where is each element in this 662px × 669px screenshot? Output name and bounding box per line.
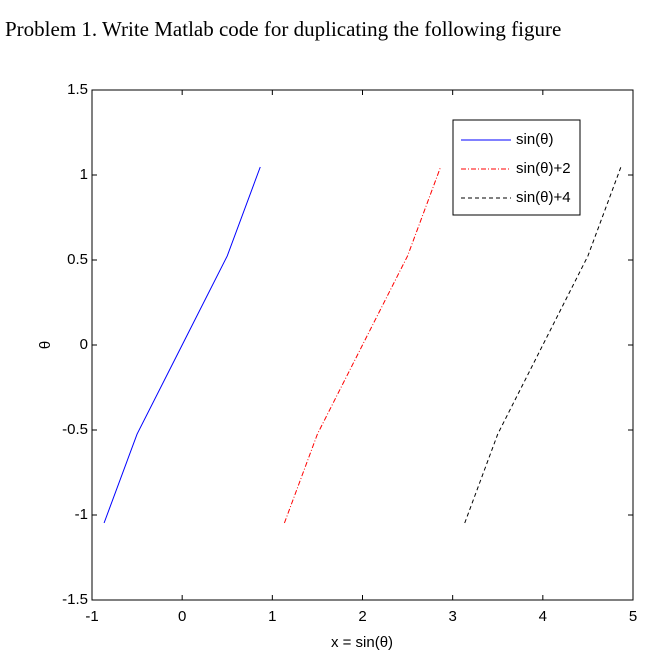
y-tick-label: 0 xyxy=(80,336,88,353)
y-tick-label: 0.5 xyxy=(67,251,88,268)
y-tick-label: -1.5 xyxy=(62,591,88,608)
legend-label: sin(θ)+2 xyxy=(516,160,571,177)
x-tick-label: 3 xyxy=(448,608,456,625)
series-line xyxy=(464,166,622,524)
y-axis-label: θ xyxy=(37,341,54,349)
y-tick-label: -0.5 xyxy=(62,421,88,438)
y-tick-label: 1.5 xyxy=(67,81,88,98)
document-title: Problem 1. Write Matlab code for duplica… xyxy=(5,17,561,41)
x-tick-label: 1 xyxy=(268,608,276,625)
series-line xyxy=(283,166,442,524)
x-tick-label: 2 xyxy=(358,608,366,625)
legend-label: sin(θ) xyxy=(516,131,554,148)
x-tick-label: -1 xyxy=(85,608,98,625)
x-tick-label: 4 xyxy=(539,608,547,625)
y-tick-label: 1 xyxy=(80,166,88,183)
series-line xyxy=(103,166,261,524)
x-tick-label: 5 xyxy=(629,608,637,625)
x-axis-label: x = sin(θ) xyxy=(331,634,393,651)
x-tick-label: 0 xyxy=(178,608,186,625)
legend-box xyxy=(452,119,581,216)
legend-label: sin(θ)+4 xyxy=(516,189,571,206)
y-tick-label: -1 xyxy=(75,506,88,523)
